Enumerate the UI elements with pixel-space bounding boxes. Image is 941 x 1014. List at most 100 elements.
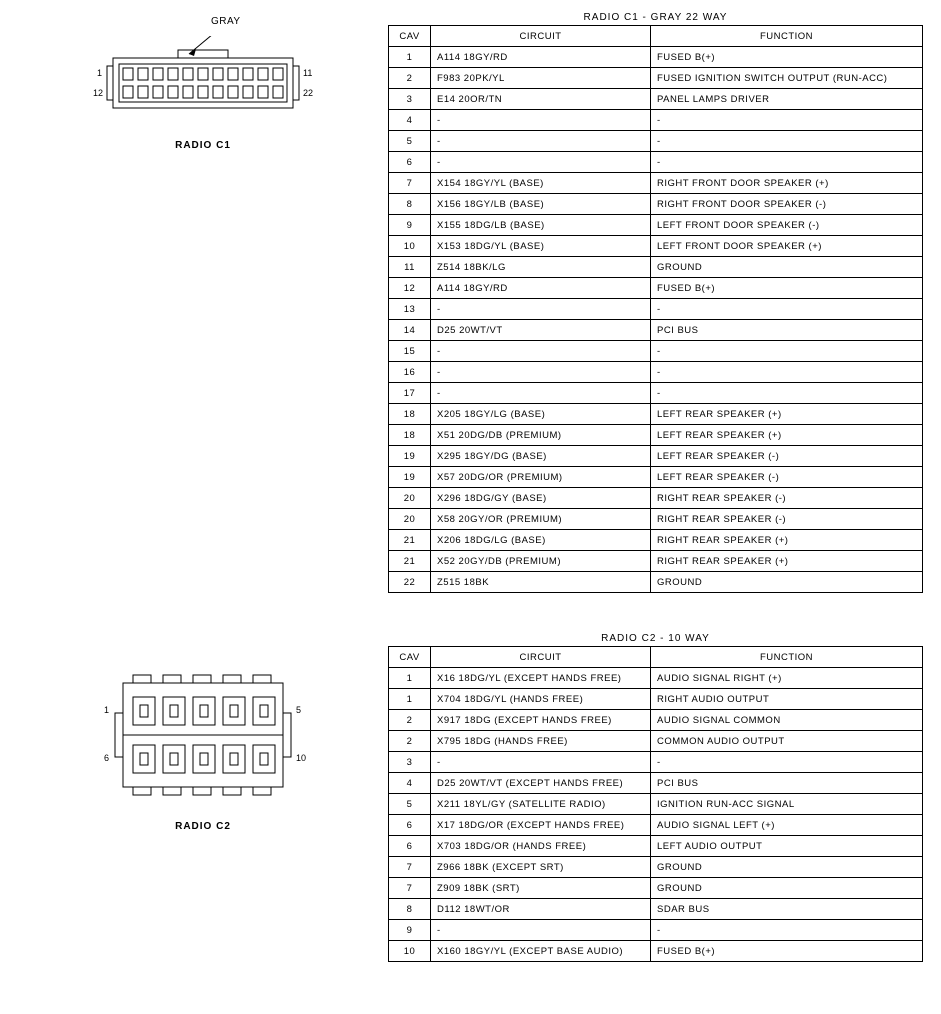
- connector-c1-diagram: GRAY: [93, 36, 313, 122]
- cell-function: GROUND: [651, 257, 923, 278]
- cell-function: -: [651, 920, 923, 941]
- pin-label-1b: 1: [104, 705, 109, 715]
- connector-c2-diagram: 1 5 6 10: [98, 673, 308, 803]
- cell-cav: 6: [389, 152, 431, 173]
- cell-circuit: A114 18GY/RD: [431, 278, 651, 299]
- cell-cav: 4: [389, 110, 431, 131]
- table-row: 1A114 18GY/RDFUSED B(+): [389, 47, 923, 68]
- table-row: 1X16 18DG/YL (EXCEPT HANDS FREE)AUDIO SI…: [389, 668, 923, 689]
- cell-function: RIGHT REAR SPEAKER (+): [651, 551, 923, 572]
- cell-function: PCI BUS: [651, 320, 923, 341]
- cell-function: LEFT FRONT DOOR SPEAKER (-): [651, 215, 923, 236]
- cell-cav: 21: [389, 530, 431, 551]
- cell-circuit: Z515 18BK: [431, 572, 651, 593]
- pin-label-22: 22: [303, 88, 313, 98]
- col-cav: CAV: [389, 647, 431, 668]
- col-cav: CAV: [389, 26, 431, 47]
- cell-circuit: X205 18GY/LG (BASE): [431, 404, 651, 425]
- cell-cav: 13: [389, 299, 431, 320]
- cell-function: FUSED B(+): [651, 47, 923, 68]
- cell-circuit: X296 18DG/GY (BASE): [431, 488, 651, 509]
- cell-function: -: [651, 110, 923, 131]
- table-row: 17--: [389, 383, 923, 404]
- cell-circuit: Z514 18BK/LG: [431, 257, 651, 278]
- cell-circuit: X16 18DG/YL (EXCEPT HANDS FREE): [431, 668, 651, 689]
- cell-circuit: -: [431, 131, 651, 152]
- cell-circuit: A114 18GY/RD: [431, 47, 651, 68]
- cell-cav: 22: [389, 572, 431, 593]
- cell-cav: 20: [389, 488, 431, 509]
- table-row: 9X155 18DG/LB (BASE)LEFT FRONT DOOR SPEA…: [389, 215, 923, 236]
- table-row: 20X58 20GY/OR (PREMIUM)RIGHT REAR SPEAKE…: [389, 509, 923, 530]
- table-row: 2F983 20PK/YLFUSED IGNITION SWITCH OUTPU…: [389, 68, 923, 89]
- connector-c2-svg: [98, 673, 308, 803]
- table-c1-title: RADIO C1 - GRAY 22 WAY: [388, 12, 923, 23]
- cell-function: AUDIO SIGNAL COMMON: [651, 710, 923, 731]
- cell-function: GROUND: [651, 857, 923, 878]
- cell-cav: 2: [389, 731, 431, 752]
- cell-circuit: X704 18DG/YL (HANDS FREE): [431, 689, 651, 710]
- cell-cav: 19: [389, 467, 431, 488]
- cell-cav: 2: [389, 68, 431, 89]
- table-row: 6--: [389, 152, 923, 173]
- section-radio-c1: GRAY: [18, 12, 923, 593]
- connector-c2-panel: 1 5 6 10 RADIO C2: [18, 633, 388, 832]
- cell-function: RIGHT FRONT DOOR SPEAKER (-): [651, 194, 923, 215]
- cell-circuit: -: [431, 920, 651, 941]
- table-row: 16--: [389, 362, 923, 383]
- cell-cav: 4: [389, 773, 431, 794]
- table-row: 5X211 18YL/GY (SATELLITE RADIO)IGNITION …: [389, 794, 923, 815]
- cell-circuit: Z966 18BK (EXCEPT SRT): [431, 857, 651, 878]
- table-row: 7Z909 18BK (SRT)GROUND: [389, 878, 923, 899]
- cell-cav: 18: [389, 425, 431, 446]
- table-row: 21X206 18DG/LG (BASE)RIGHT REAR SPEAKER …: [389, 530, 923, 551]
- cell-cav: 10: [389, 941, 431, 962]
- table-row: 19X295 18GY/DG (BASE)LEFT REAR SPEAKER (…: [389, 446, 923, 467]
- cell-cav: 5: [389, 794, 431, 815]
- pin-label-1: 1: [97, 68, 102, 78]
- cell-function: LEFT AUDIO OUTPUT: [651, 836, 923, 857]
- pin-label-5: 5: [296, 705, 301, 715]
- cell-cav: 16: [389, 362, 431, 383]
- table-row: 6X703 18DG/OR (HANDS FREE)LEFT AUDIO OUT…: [389, 836, 923, 857]
- cell-function: LEFT FRONT DOOR SPEAKER (+): [651, 236, 923, 257]
- table-row: 7Z966 18BK (EXCEPT SRT)GROUND: [389, 857, 923, 878]
- table-row: 15--: [389, 341, 923, 362]
- cell-cav: 6: [389, 815, 431, 836]
- cell-circuit: -: [431, 383, 651, 404]
- cell-cav: 5: [389, 131, 431, 152]
- col-func: FUNCTION: [651, 26, 923, 47]
- cell-function: AUDIO SIGNAL LEFT (+): [651, 815, 923, 836]
- table-row: 2X795 18DG (HANDS FREE)COMMON AUDIO OUTP…: [389, 731, 923, 752]
- cell-cav: 17: [389, 383, 431, 404]
- cell-circuit: -: [431, 362, 651, 383]
- cell-circuit: X917 18DG (EXCEPT HANDS FREE): [431, 710, 651, 731]
- cell-cav: 1: [389, 47, 431, 68]
- cell-function: LEFT REAR SPEAKER (-): [651, 446, 923, 467]
- pin-label-11: 11: [303, 68, 312, 78]
- cell-cav: 12: [389, 278, 431, 299]
- cell-cav: 7: [389, 878, 431, 899]
- table-row: 22Z515 18BKGROUND: [389, 572, 923, 593]
- cell-circuit: X295 18GY/DG (BASE): [431, 446, 651, 467]
- cell-circuit: D112 18WT/OR: [431, 899, 651, 920]
- cell-circuit: X795 18DG (HANDS FREE): [431, 731, 651, 752]
- connector-c1-panel: GRAY: [18, 12, 388, 151]
- cell-circuit: -: [431, 341, 651, 362]
- cell-function: -: [651, 362, 923, 383]
- cell-function: LEFT REAR SPEAKER (-): [651, 467, 923, 488]
- cell-function: AUDIO SIGNAL RIGHT (+): [651, 668, 923, 689]
- cell-function: RIGHT REAR SPEAKER (-): [651, 488, 923, 509]
- cell-cav: 1: [389, 689, 431, 710]
- cell-function: LEFT REAR SPEAKER (+): [651, 425, 923, 446]
- cell-circuit: D25 20WT/VT (EXCEPT HANDS FREE): [431, 773, 651, 794]
- cell-cav: 14: [389, 320, 431, 341]
- table-row: 13--: [389, 299, 923, 320]
- cell-function: FUSED B(+): [651, 278, 923, 299]
- cell-function: RIGHT AUDIO OUTPUT: [651, 689, 923, 710]
- table-row: 19X57 20DG/OR (PREMIUM)LEFT REAR SPEAKER…: [389, 467, 923, 488]
- cell-cav: 15: [389, 341, 431, 362]
- cell-cav: 6: [389, 836, 431, 857]
- cell-circuit: X154 18GY/YL (BASE): [431, 173, 651, 194]
- cell-function: RIGHT REAR SPEAKER (-): [651, 509, 923, 530]
